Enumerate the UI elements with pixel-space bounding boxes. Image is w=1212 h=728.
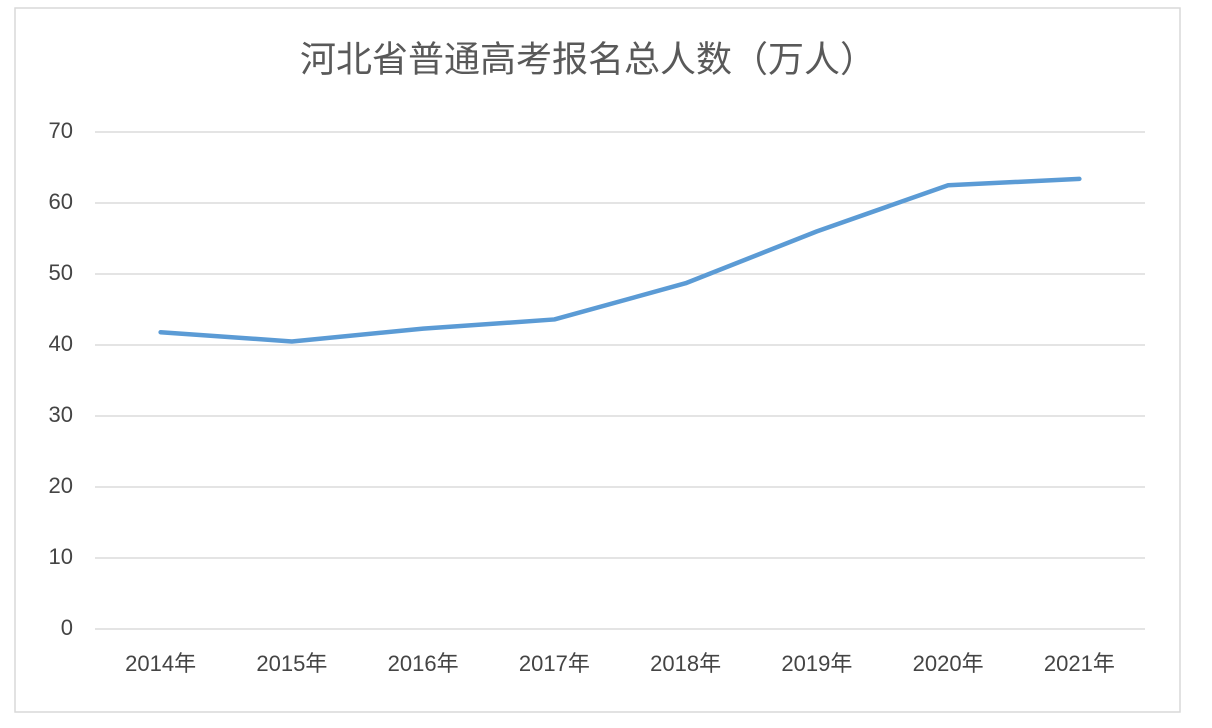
y-tick-label: 70 xyxy=(49,118,73,143)
chart-frame xyxy=(14,7,1181,713)
x-tick-label: 2021年 xyxy=(1044,651,1115,676)
x-tick-label: 2016年 xyxy=(388,651,459,676)
y-tick-label: 60 xyxy=(49,189,73,214)
data-line xyxy=(158,176,1082,344)
y-tick-label: 10 xyxy=(49,544,73,569)
y-tick-label: 40 xyxy=(49,331,73,356)
y-tick-label: 20 xyxy=(49,473,73,498)
x-tick-label: 2020年 xyxy=(913,651,984,676)
x-tick-label: 2015年 xyxy=(256,651,327,676)
x-tick-label: 2017年 xyxy=(519,651,590,676)
x-tick-label: 2018年 xyxy=(650,651,721,676)
y-tick-label: 50 xyxy=(49,260,73,285)
y-tick-label: 30 xyxy=(49,402,73,427)
x-tick-label: 2014年 xyxy=(125,651,196,676)
chart-title: 河北省普通高考报名总人数（万人） xyxy=(300,39,876,80)
y-tick-label: 0 xyxy=(61,615,73,640)
x-tick-label: 2019年 xyxy=(781,651,852,676)
